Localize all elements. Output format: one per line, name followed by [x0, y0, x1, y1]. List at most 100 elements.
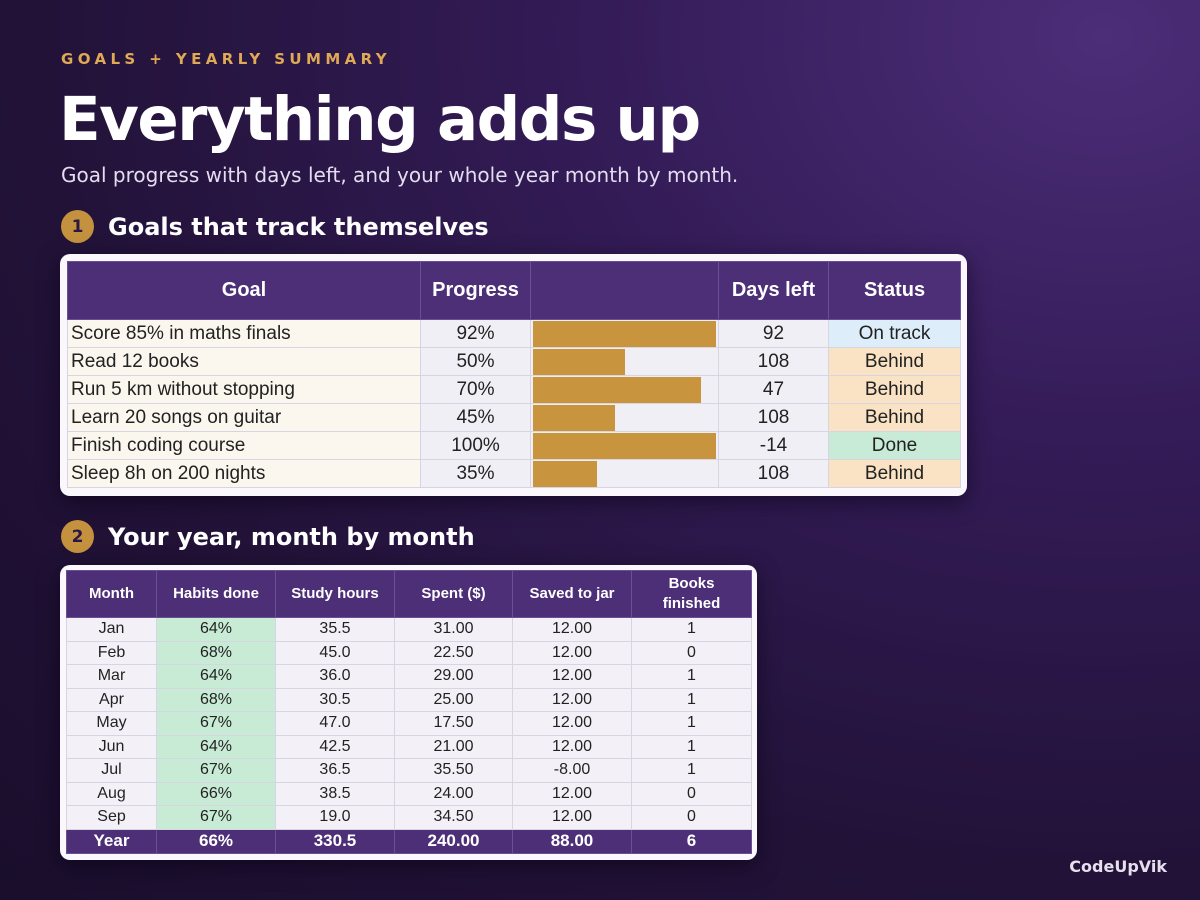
column-header-habits-done: Habits done — [156, 570, 276, 618]
goal-status: Behind — [828, 403, 961, 432]
goal-progress-bar — [530, 347, 719, 376]
cell-habits-done: 68% — [156, 640, 276, 665]
goal-progress: 35% — [420, 459, 531, 488]
goal-progress-bar — [530, 459, 719, 488]
column-header-month: Month — [66, 570, 157, 618]
goal-name: Score 85% in maths finals — [67, 319, 421, 348]
cell-books-finished: 1 — [631, 687, 752, 712]
goal-progress: 92% — [420, 319, 531, 348]
progress-bar-fill — [533, 320, 716, 347]
eyebrow-label: GOALS + YEARLY SUMMARY — [61, 50, 392, 68]
cell-month: Jan — [66, 617, 157, 642]
cell-books-finished: 1 — [631, 617, 752, 642]
section-number-badge: 1 — [61, 210, 94, 243]
goal-progress-bar — [530, 375, 719, 404]
cell-spent: 34.50 — [394, 805, 513, 830]
month-row: Feb 68% 45.0 22.50 12.00 0 — [66, 640, 752, 665]
progress-bar-fill — [533, 432, 716, 459]
goal-row: Read 12 books 50% 108 Behind — [67, 347, 961, 376]
cell-books-finished: 1 — [631, 664, 752, 689]
year-table: Month Habits done Study hours Spent ($) … — [66, 570, 752, 854]
progress-bar-fill — [533, 376, 702, 403]
cell-habits-done: 67% — [156, 805, 276, 830]
page-subtitle: Goal progress with days left, and your w… — [61, 163, 739, 187]
cell-study-hours: 35.5 — [275, 617, 395, 642]
column-header-goal: Goal — [67, 261, 421, 320]
section-title: Your year, month by month — [108, 522, 475, 551]
cell-month: Aug — [66, 781, 157, 806]
goal-name: Finish coding course — [67, 431, 421, 460]
cell-habits-done: 66% — [156, 781, 276, 806]
goal-days-left: 108 — [718, 347, 829, 376]
goal-progress: 100% — [420, 431, 531, 460]
cell-month: May — [66, 711, 157, 736]
cell-saved-to-jar: 12.00 — [512, 781, 632, 806]
cell-study-hours: 38.5 — [275, 781, 395, 806]
cell-habits-done: 64% — [156, 617, 276, 642]
goal-status: Behind — [828, 375, 961, 404]
goals-header-row: Goal Progress Days left Status — [67, 261, 961, 320]
column-header-saved: Saved to jar — [512, 570, 632, 618]
year-total-row: Year 66% 330.5 240.00 88.00 6 — [66, 828, 752, 854]
goal-progress: 45% — [420, 403, 531, 432]
goals-table: Goal Progress Days left Status Score 85%… — [67, 261, 961, 488]
goal-row: Sleep 8h on 200 nights 35% 108 Behind — [67, 459, 961, 488]
cell-spent: 22.50 — [394, 640, 513, 665]
cell-books-finished: 0 — [631, 640, 752, 665]
goal-progress: 50% — [420, 347, 531, 376]
cell-saved-to-jar: -8.00 — [512, 758, 632, 783]
cell-month: Sep — [66, 805, 157, 830]
column-header-study-hours: Study hours — [275, 570, 395, 618]
section-title: Goals that track themselves — [108, 212, 489, 241]
cell-month: Apr — [66, 687, 157, 712]
column-header-spent: Spent ($) — [394, 570, 513, 618]
cell-books-finished: 0 — [631, 781, 752, 806]
section-year-heading: 2 Your year, month by month — [61, 520, 475, 553]
month-row: Jul 67% 36.5 35.50 -8.00 1 — [66, 758, 752, 783]
year-card: Month Habits done Study hours Spent ($) … — [60, 565, 757, 860]
cell-habits-done: 67% — [156, 758, 276, 783]
cell-study-hours: 36.0 — [275, 664, 395, 689]
total-month: Year — [66, 828, 157, 854]
cell-spent: 21.00 — [394, 734, 513, 759]
cell-study-hours: 36.5 — [275, 758, 395, 783]
month-row: Jun 64% 42.5 21.00 12.00 1 — [66, 734, 752, 759]
column-header-days-left: Days left — [718, 261, 829, 320]
total-saved-to-jar: 88.00 — [512, 828, 632, 854]
goal-row: Run 5 km without stopping 70% 47 Behind — [67, 375, 961, 404]
cell-study-hours: 47.0 — [275, 711, 395, 736]
goal-row: Learn 20 songs on guitar 45% 108 Behind — [67, 403, 961, 432]
goal-row: Score 85% in maths finals 92% 92 On track — [67, 319, 961, 348]
section-goals-heading: 1 Goals that track themselves — [61, 210, 489, 243]
cell-saved-to-jar: 12.00 — [512, 664, 632, 689]
progress-bar-fill — [533, 348, 625, 375]
cell-saved-to-jar: 12.00 — [512, 711, 632, 736]
cell-month: Jun — [66, 734, 157, 759]
page-title: Everything adds up — [59, 84, 701, 155]
goal-days-left: 47 — [718, 375, 829, 404]
column-header-books-finished: Books finished — [631, 570, 752, 618]
goal-progress-bar — [530, 403, 719, 432]
month-row: Jan 64% 35.5 31.00 12.00 1 — [66, 617, 752, 642]
month-row: Aug 66% 38.5 24.00 12.00 0 — [66, 781, 752, 806]
cell-spent: 25.00 — [394, 687, 513, 712]
cell-books-finished: 1 — [631, 711, 752, 736]
goal-days-left: -14 — [718, 431, 829, 460]
cell-month: Feb — [66, 640, 157, 665]
year-header-row: Month Habits done Study hours Spent ($) … — [66, 570, 752, 618]
cell-spent: 35.50 — [394, 758, 513, 783]
cell-books-finished: 0 — [631, 805, 752, 830]
cell-month: Jul — [66, 758, 157, 783]
goal-name: Run 5 km without stopping — [67, 375, 421, 404]
goal-row: Finish coding course 100% -14 Done — [67, 431, 961, 460]
month-row: Apr 68% 30.5 25.00 12.00 1 — [66, 687, 752, 712]
cell-saved-to-jar: 12.00 — [512, 640, 632, 665]
month-row: Mar 64% 36.0 29.00 12.00 1 — [66, 664, 752, 689]
cell-spent: 29.00 — [394, 664, 513, 689]
cell-saved-to-jar: 12.00 — [512, 734, 632, 759]
goal-days-left: 108 — [718, 459, 829, 488]
total-habits-done: 66% — [156, 828, 276, 854]
column-header-bar — [530, 261, 719, 320]
brand-watermark: CodeUpVik — [1069, 857, 1167, 876]
cell-habits-done: 64% — [156, 664, 276, 689]
